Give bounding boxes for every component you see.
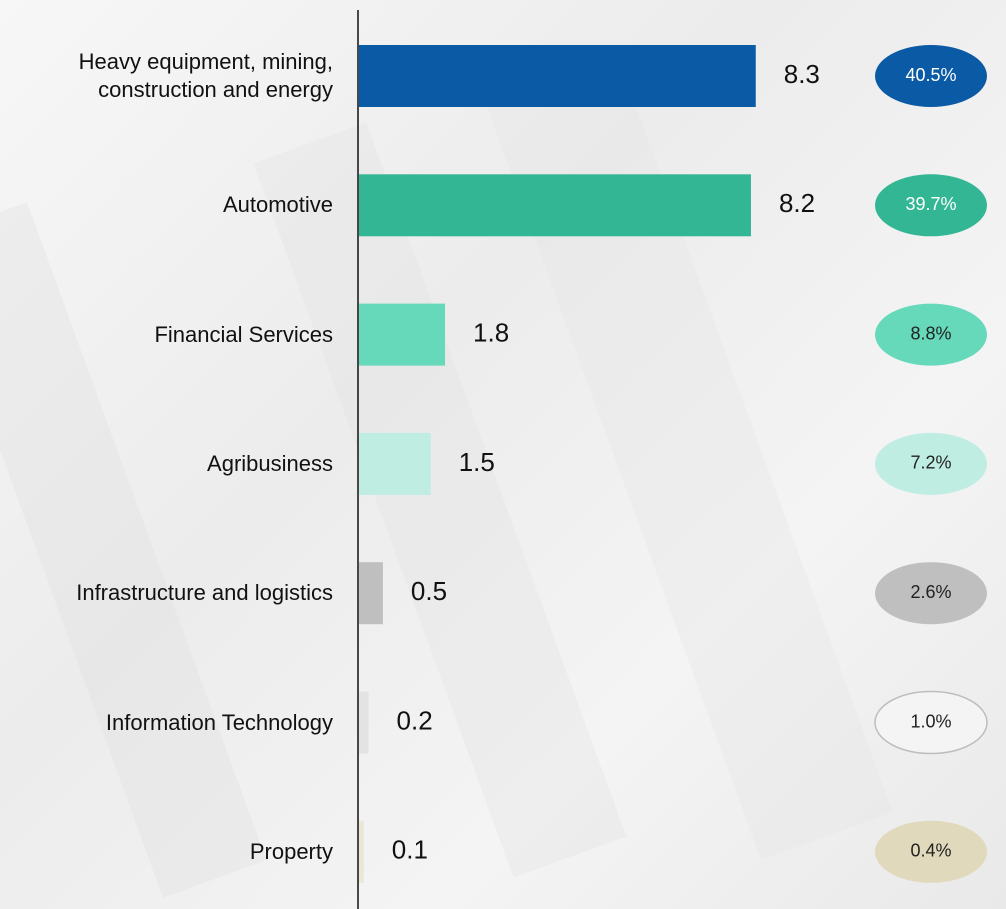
bar	[359, 692, 369, 754]
share-label: 40.5%	[905, 65, 956, 85]
category-label: Information Technology	[0, 709, 333, 737]
value-label: 0.5	[411, 576, 447, 606]
value-label: 0.1	[392, 835, 428, 865]
bar	[359, 562, 383, 624]
bar	[359, 821, 364, 883]
value-label: 0.2	[397, 705, 433, 735]
category-label: Property	[0, 838, 333, 866]
bar	[359, 433, 431, 495]
share-label: 7.2%	[910, 453, 951, 473]
bar	[359, 45, 756, 107]
category-label: Automotive	[0, 191, 333, 219]
share-label: 8.8%	[910, 323, 951, 343]
share-label: 1.0%	[910, 711, 951, 731]
value-label: 1.8	[473, 317, 509, 347]
value-label: 1.5	[459, 447, 495, 477]
category-label: Infrastructure and logistics	[0, 579, 333, 607]
share-label: 39.7%	[905, 194, 956, 214]
chart: 8.3 40.5% 8.2 39.7% 1.8 8.8% 1.5 7.2% 0.5 2.6% 0.2…	[0, 0, 1006, 909]
share-label: 0.4%	[910, 841, 951, 861]
bar	[359, 174, 751, 236]
bar	[359, 304, 445, 366]
category-label: Heavy equipment, mining, construction an…	[0, 48, 333, 104]
category-label: Financial Services	[0, 321, 333, 349]
category-label: Agribusiness	[0, 450, 333, 478]
value-label: 8.2	[779, 188, 815, 218]
share-label: 2.6%	[910, 582, 951, 602]
value-label: 8.3	[784, 59, 820, 89]
